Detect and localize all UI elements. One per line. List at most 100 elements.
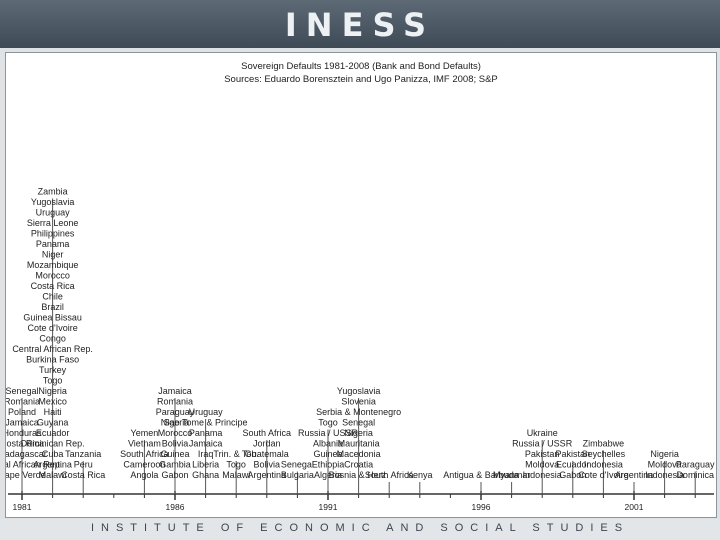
country-label: Mexico <box>38 397 67 407</box>
header-banner: INESS <box>0 0 720 48</box>
country-label: Ghana <box>192 470 219 480</box>
country-label: Slovenia <box>341 397 376 407</box>
country-label: Guinea <box>160 449 189 459</box>
country-label: Uruguay <box>36 208 71 218</box>
country-label: Gambia <box>159 460 191 470</box>
country-label: Romania <box>157 397 193 407</box>
country-label: Dominica <box>676 470 714 480</box>
country-label: Indonesia <box>523 470 562 480</box>
country-label: Guatemala <box>245 449 289 459</box>
country-label: Macedonia <box>337 449 381 459</box>
country-label: Cote d'Ivoire <box>27 323 77 333</box>
country-label: Yugoslavia <box>31 197 75 207</box>
country-label: Serbia & Montenegro <box>316 407 401 417</box>
country-label: Nigeria <box>344 428 373 438</box>
x-axis-tick-label: 1986 <box>166 502 185 512</box>
defaults-timeline-chart: Sovereign Defaults 1981-2008 (Bank and B… <box>6 61 715 512</box>
country-label: Bolivia <box>254 460 281 470</box>
country-label: Cameroon <box>123 460 165 470</box>
country-label: Togo <box>318 418 338 428</box>
country-label: Central African Rep. <box>12 344 93 354</box>
country-label: Zimbabwe <box>583 439 625 449</box>
country-label: Morocco <box>158 428 193 438</box>
country-label: Cape Verde <box>6 470 46 480</box>
footer-institute-name: INSTITUTE OF ECONOMIC AND SOCIAL STUDIES <box>90 522 630 534</box>
country-label: Dominican Rep. <box>21 439 85 449</box>
country-label: Guyana <box>37 418 69 428</box>
x-axis-tick-label: 1996 <box>472 502 491 512</box>
country-label: Costa Rica <box>31 281 75 291</box>
country-label: Indonesia <box>645 470 684 480</box>
country-label: South Africa <box>243 428 292 438</box>
country-label: Bolivia <box>162 439 189 449</box>
country-label: Liberia <box>192 460 219 470</box>
chart-subtitle: Sources: Eduardo Borensztein and Ugo Pan… <box>224 74 498 85</box>
country-label: Paraguay <box>676 460 715 470</box>
country-label: Uruguay <box>189 407 224 417</box>
x-axis-tick-label: 2001 <box>625 502 644 512</box>
country-label: Jamaica <box>189 439 223 449</box>
country-label: Ukraine <box>527 428 558 438</box>
country-label: Philippines <box>31 229 75 239</box>
country-label: Sao Tome & Principe <box>164 418 248 428</box>
x-axis-tick-label: 1981 <box>13 502 32 512</box>
country-label: Peru <box>74 460 93 470</box>
country-label: Pakistan <box>556 449 591 459</box>
country-label: Sierra Leone <box>27 218 79 228</box>
country-label: Angola <box>130 470 158 480</box>
country-label: Seychelles <box>582 449 626 459</box>
country-label: Moldova <box>525 460 559 470</box>
country-label: Iraq <box>198 449 214 459</box>
country-label: Ethiopia <box>312 460 345 470</box>
country-label: Nigeria <box>38 386 67 396</box>
footer-bar: INSTITUTE OF ECONOMIC AND SOCIAL STUDIES <box>0 519 720 540</box>
country-label: Argentina <box>615 470 654 480</box>
country-label: Croatia <box>344 460 373 470</box>
country-label: Russia / USSR <box>512 439 573 449</box>
country-label: Pakistan <box>525 449 560 459</box>
country-label: Panama <box>189 428 223 438</box>
country-label: Gabon <box>559 470 586 480</box>
country-label: Central African Rep. <box>6 460 62 470</box>
country-label: Bulgaria <box>281 470 314 480</box>
country-label: Yemen <box>131 428 159 438</box>
country-label: South Africa <box>365 470 414 480</box>
country-label: South Africa <box>120 449 169 459</box>
iness-logo: INESS <box>284 6 436 44</box>
country-label: Morocco <box>35 271 70 281</box>
country-label: Burkina Faso <box>26 355 79 365</box>
country-label: Gabon <box>161 470 188 480</box>
country-label: Cuba <box>42 449 64 459</box>
country-label: Panama <box>36 239 70 249</box>
country-label: Senegal <box>281 460 314 470</box>
country-label: Argentina <box>248 470 287 480</box>
country-label: Trin. & Tob. <box>213 449 259 459</box>
country-label: Malawi <box>39 470 67 480</box>
country-label: Togo <box>226 460 246 470</box>
country-label: Bosnia & Herz. <box>329 470 389 480</box>
country-label: Madagascar <box>6 449 47 459</box>
country-label: Russia / USSR <box>298 428 359 438</box>
chart-title: Sovereign Defaults 1981-2008 (Bank and B… <box>241 61 481 72</box>
country-label: Guinea Bissau <box>23 313 82 323</box>
country-label: Cote d'Ivoire <box>578 470 628 480</box>
country-label: Paraguay <box>156 407 195 417</box>
country-label: Mauritania <box>338 439 380 449</box>
country-label: Jamaica <box>158 386 192 396</box>
country-label: Zambia <box>38 187 68 197</box>
country-label: Ecuador <box>36 428 70 438</box>
country-label: Senegal <box>6 386 39 396</box>
country-label: Brazil <box>41 302 64 312</box>
country-label: Mozambique <box>27 260 79 270</box>
country-label: Myanmar <box>493 470 531 480</box>
country-label: Albania <box>313 439 343 449</box>
country-label: Nigeria <box>650 449 679 459</box>
country-label: Jamaica <box>6 418 39 428</box>
country-label: Tanzania <box>65 449 101 459</box>
country-label: Guinea <box>313 449 342 459</box>
country-label: Nigeria <box>161 418 190 428</box>
country-label: Honduras <box>6 428 42 438</box>
country-label: Antigua & Barbuda <box>443 470 519 480</box>
country-label: Ecuador <box>556 460 590 470</box>
country-label: Algeria <box>314 470 342 480</box>
